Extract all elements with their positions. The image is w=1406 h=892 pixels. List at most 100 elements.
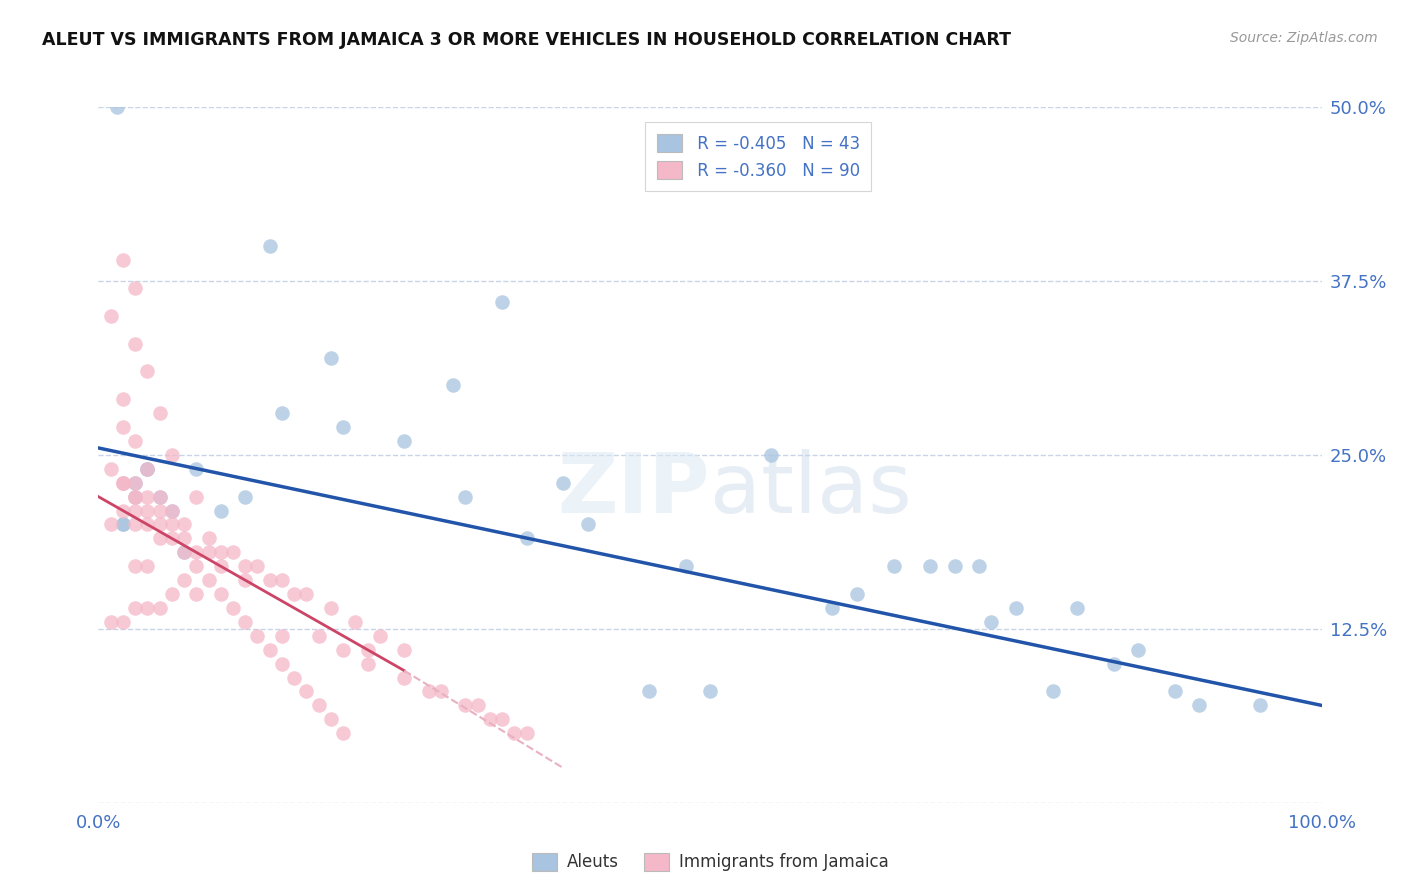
Point	[430, 684, 453, 698]
Point	[1004, 601, 1026, 615]
Point	[356, 642, 378, 657]
Point	[124, 517, 146, 532]
Point	[270, 573, 294, 587]
Point	[173, 545, 195, 559]
Point	[883, 559, 905, 574]
Point	[124, 559, 146, 574]
Point	[270, 406, 294, 420]
Point	[259, 239, 281, 253]
Point	[136, 462, 159, 476]
Point	[675, 559, 697, 574]
Point	[149, 503, 172, 517]
Point	[454, 698, 477, 713]
Point	[920, 559, 942, 574]
Point	[149, 532, 172, 546]
Point	[197, 573, 219, 587]
Point	[308, 629, 330, 643]
Point	[553, 475, 575, 490]
Point	[1188, 698, 1211, 713]
Point	[967, 559, 990, 574]
Point	[845, 587, 868, 601]
Point	[160, 532, 183, 546]
Point	[136, 490, 159, 504]
Point	[295, 684, 318, 698]
Point	[111, 392, 134, 407]
Point	[124, 490, 146, 504]
Point	[491, 712, 513, 726]
Point	[1066, 601, 1088, 615]
Point	[454, 490, 477, 504]
Point	[160, 448, 183, 462]
Point	[124, 601, 146, 615]
Point	[111, 253, 134, 268]
Point	[222, 545, 245, 559]
Point	[173, 532, 195, 546]
Point	[332, 726, 354, 740]
Point	[344, 615, 367, 629]
Point	[246, 629, 269, 643]
Point	[233, 615, 256, 629]
Point	[149, 490, 172, 504]
Point	[197, 545, 219, 559]
Point	[124, 434, 146, 448]
Point	[100, 462, 122, 476]
Point	[124, 475, 146, 490]
Point	[160, 503, 183, 517]
Point	[1042, 684, 1064, 698]
Text: Source: ZipAtlas.com: Source: ZipAtlas.com	[1230, 31, 1378, 45]
Point	[441, 378, 464, 392]
Point	[136, 462, 159, 476]
Point	[136, 462, 159, 476]
Point	[124, 490, 146, 504]
Point	[111, 503, 134, 517]
Point	[319, 712, 342, 726]
Point	[111, 517, 134, 532]
Point	[149, 406, 172, 420]
Point	[136, 601, 159, 615]
Point	[173, 545, 195, 559]
Point	[149, 517, 172, 532]
Legend: Aleuts, Immigrants from Jamaica: Aleuts, Immigrants from Jamaica	[524, 846, 896, 878]
Point	[160, 587, 183, 601]
Point	[259, 573, 281, 587]
Point	[1102, 657, 1125, 671]
Point	[186, 490, 208, 504]
Point	[111, 615, 134, 629]
Point	[233, 573, 256, 587]
Point	[111, 475, 134, 490]
Point	[197, 532, 219, 546]
Point	[516, 532, 538, 546]
Point	[392, 671, 416, 685]
Point	[418, 684, 440, 698]
Point	[111, 475, 134, 490]
Text: ZIP: ZIP	[558, 450, 710, 530]
Point	[295, 587, 318, 601]
Point	[980, 615, 1002, 629]
Point	[332, 420, 354, 434]
Point	[186, 545, 208, 559]
Point	[149, 601, 172, 615]
Point	[124, 336, 146, 351]
Point	[516, 726, 538, 740]
Point	[491, 294, 513, 309]
Point	[332, 642, 354, 657]
Point	[821, 601, 844, 615]
Point	[1164, 684, 1187, 698]
Point	[233, 490, 256, 504]
Point	[319, 601, 342, 615]
Point	[105, 100, 128, 114]
Point	[638, 684, 661, 698]
Point	[209, 503, 232, 517]
Point	[392, 642, 416, 657]
Point	[111, 517, 134, 532]
Point	[943, 559, 966, 574]
Point	[186, 462, 208, 476]
Point	[136, 364, 159, 378]
Point	[1250, 698, 1272, 713]
Text: atlas: atlas	[710, 450, 911, 530]
Point	[319, 351, 342, 365]
Point	[467, 698, 489, 713]
Point	[503, 726, 526, 740]
Point	[173, 517, 195, 532]
Point	[368, 629, 391, 643]
